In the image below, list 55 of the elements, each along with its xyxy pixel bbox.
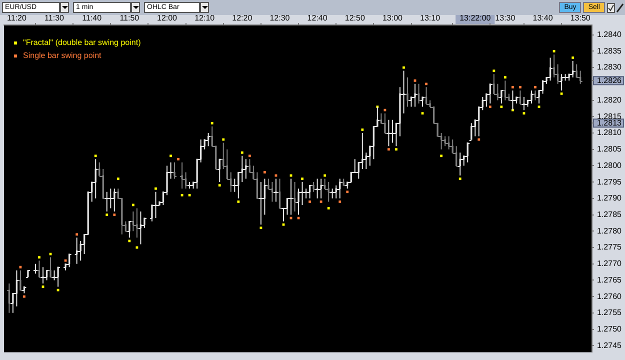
x-tick-label: 12:00 — [156, 13, 178, 22]
x-tick-label: 12:20 — [232, 13, 253, 22]
x-tick-label: 12:10 — [194, 13, 216, 22]
x-tick-label: 11:30 — [44, 13, 65, 22]
y-tick-label: 1.2775 — [597, 242, 622, 252]
y-tick-label: 1.2830 — [597, 62, 622, 72]
y-tick-label: 1.2795 — [597, 177, 622, 186]
point — [320, 200, 322, 203]
x-tick-label: 13:50 — [570, 13, 591, 22]
point — [210, 122, 214, 124]
point — [552, 50, 556, 52]
y-tick-label: 1.2815 — [597, 112, 622, 121]
x-tick-label: 13:00 — [382, 13, 404, 22]
y-tick-label: 1.2770 — [597, 259, 622, 268]
point — [76, 233, 78, 236]
point — [248, 154, 251, 158]
y-tick-label: 1.2813 — [597, 118, 622, 128]
point — [188, 194, 191, 196]
point — [440, 154, 443, 158]
x-tick-label: 11:40 — [82, 13, 102, 22]
y-tick-label: 1.2835 — [597, 46, 622, 56]
point — [218, 184, 221, 187]
point — [237, 200, 240, 203]
y-tick-label: 1.2790 — [597, 194, 622, 203]
y-tick-label: 1.2840 — [597, 30, 622, 40]
point — [94, 154, 97, 158]
y-tick-label: 1.2826 — [597, 76, 622, 85]
x-tick-label: 11:20 — [6, 13, 27, 22]
y-tick-label: 1.2820 — [597, 95, 622, 104]
x-tick-label: 13:30 — [495, 13, 516, 22]
y-tick-label: 1.2765 — [597, 275, 622, 284]
y-tick-label: 1.2755 — [597, 308, 622, 318]
legend-label: "Fractal" (double bar swing point) — [23, 38, 142, 48]
point — [64, 259, 67, 262]
y-tick-label: 1.2800 — [597, 160, 622, 170]
y-tick-label: 1.2760 — [597, 292, 622, 301]
y-tick-label: 1.2785 — [597, 210, 622, 219]
legend-label: Single bar swing point — [23, 51, 102, 60]
point — [504, 76, 506, 79]
x-tick-label: 12:30 — [270, 13, 290, 22]
x-tick-label: 12:50 — [344, 13, 366, 22]
y-tick-label: 1.2780 — [597, 226, 622, 236]
x-tick-label: 12:40 — [307, 13, 328, 22]
x-tick-label: 13:22:00 — [460, 13, 492, 22]
x-tick-label: 11:50 — [120, 13, 140, 22]
y-tick-label: 1.2805 — [597, 144, 622, 154]
y-tick-label: 1.2745 — [597, 340, 622, 350]
y-tick-label: 1.2750 — [597, 324, 622, 334]
point — [492, 70, 496, 72]
x-tick-label: 13:10 — [420, 13, 441, 22]
point — [338, 200, 342, 203]
point — [240, 151, 244, 154]
point — [346, 190, 349, 194]
y-tick-label: 1.2810 — [597, 128, 622, 138]
x-tick-label: 13:40 — [532, 13, 554, 22]
